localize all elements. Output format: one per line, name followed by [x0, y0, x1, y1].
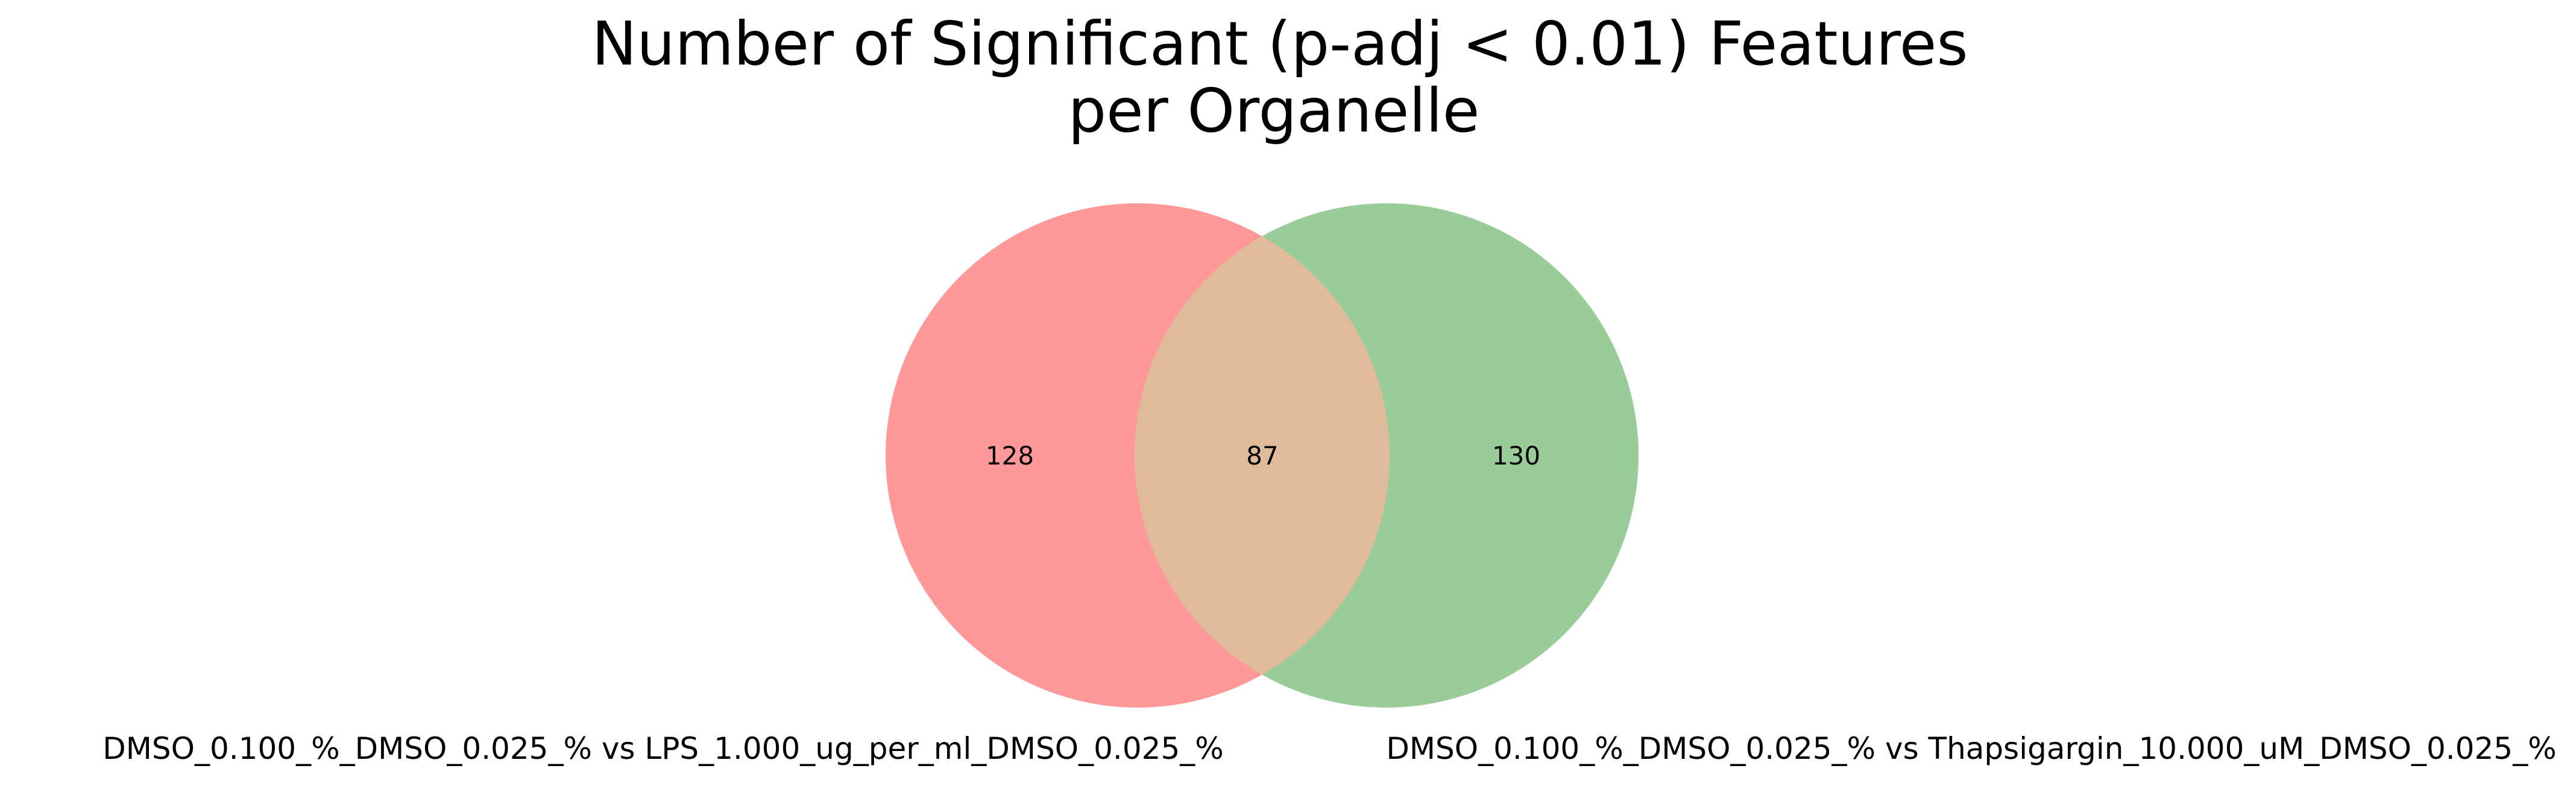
only-b-count: 130 — [1492, 441, 1540, 471]
intersection-region — [1135, 203, 1390, 708]
chart-title-line-2: per Organelle — [1068, 75, 1480, 146]
chart-title-line-1: Number of Significant (p-adj < 0.01) Fea… — [591, 8, 1968, 79]
set-a-label: DMSO_0.100_%_DMSO_0.025_% vs LPS_1.000_u… — [102, 731, 1224, 766]
intersection-count: 87 — [1246, 441, 1278, 471]
only-a-count: 128 — [986, 441, 1034, 471]
set-b-label: DMSO_0.100_%_DMSO_0.025_% vs Thapsigargi… — [1386, 731, 2556, 766]
